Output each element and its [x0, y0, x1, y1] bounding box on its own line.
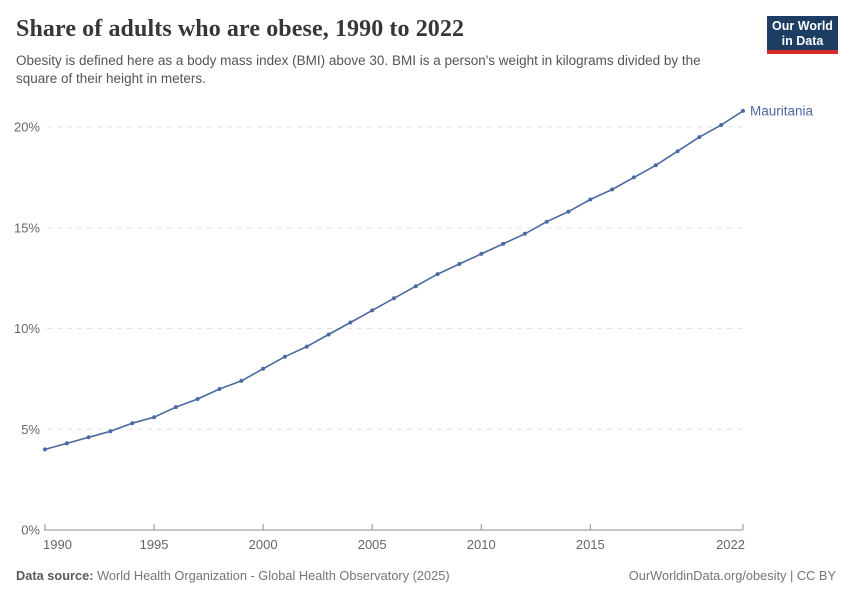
- data-point[interactable]: [631, 175, 636, 180]
- y-axis-label: 5%: [21, 422, 40, 437]
- data-point[interactable]: [348, 320, 353, 325]
- data-point[interactable]: [370, 308, 375, 313]
- data-point[interactable]: [697, 135, 702, 140]
- data-line[interactable]: [44, 110, 744, 451]
- data-point[interactable]: [86, 435, 91, 440]
- data-point[interactable]: [522, 231, 527, 236]
- x-axis-label: 2015: [576, 537, 605, 552]
- x-axis-label: 2005: [358, 537, 387, 552]
- data-point[interactable]: [217, 387, 222, 391]
- chart-subtitle: Obesity is defined here as a body mass i…: [16, 53, 701, 86]
- owid-logo[interactable]: Our World in Data: [767, 16, 838, 54]
- y-axis-label: 0%: [21, 523, 40, 538]
- data-point[interactable]: [282, 354, 287, 359]
- data-point[interactable]: [195, 397, 200, 401]
- data-point[interactable]: [413, 284, 418, 289]
- data-point[interactable]: [130, 421, 135, 426]
- data-point[interactable]: [43, 447, 47, 452]
- data-point[interactable]: [173, 405, 178, 410]
- data-point[interactable]: [435, 272, 440, 277]
- data-point[interactable]: [152, 415, 157, 420]
- data-point[interactable]: [588, 197, 593, 202]
- y-axis-label: 10%: [14, 321, 40, 336]
- x-axis-label: 1990: [43, 537, 72, 552]
- series-label-mauritania[interactable]: Mauritania: [750, 103, 814, 118]
- data-point[interactable]: [239, 378, 244, 383]
- x-axis-label: 2010: [467, 537, 496, 552]
- owid-logo-line1: Our World: [772, 19, 833, 33]
- data-point[interactable]: [392, 296, 396, 301]
- data-point[interactable]: [457, 262, 462, 266]
- chart-footer: Data source: World Health Organization -…: [16, 568, 836, 583]
- data-point[interactable]: [653, 163, 658, 168]
- y-axis-label: 20%: [14, 120, 40, 135]
- data-point[interactable]: [566, 209, 571, 214]
- data-point[interactable]: [304, 344, 309, 349]
- data-point[interactable]: [741, 108, 745, 113]
- data-point[interactable]: [544, 219, 549, 224]
- x-axis-label: 1995: [140, 537, 169, 552]
- data-source-text: World Health Organization - Global Healt…: [93, 568, 450, 583]
- data-point[interactable]: [261, 366, 266, 371]
- data-point[interactable]: [64, 441, 69, 446]
- y-axis-label: 15%: [14, 220, 40, 235]
- data-point[interactable]: [479, 251, 484, 256]
- data-point[interactable]: [326, 332, 331, 337]
- data-point[interactable]: [610, 187, 615, 192]
- data-point[interactable]: [675, 149, 680, 154]
- data-source-note: Data source: World Health Organization -…: [16, 568, 450, 583]
- page-title: Share of adults who are obese, 1990 to 2…: [16, 16, 465, 42]
- data-source-label: Data source:: [16, 568, 94, 583]
- citation-link[interactable]: OurWorldinData.org/obesity | CC BY: [628, 568, 836, 583]
- data-point[interactable]: [719, 123, 724, 127]
- data-point[interactable]: [501, 241, 506, 246]
- data-point[interactable]: [108, 429, 113, 434]
- x-axis-label: 2000: [249, 537, 278, 552]
- x-axis-label: 2022: [716, 537, 745, 552]
- owid-logo-line2: in Data: [781, 33, 824, 48]
